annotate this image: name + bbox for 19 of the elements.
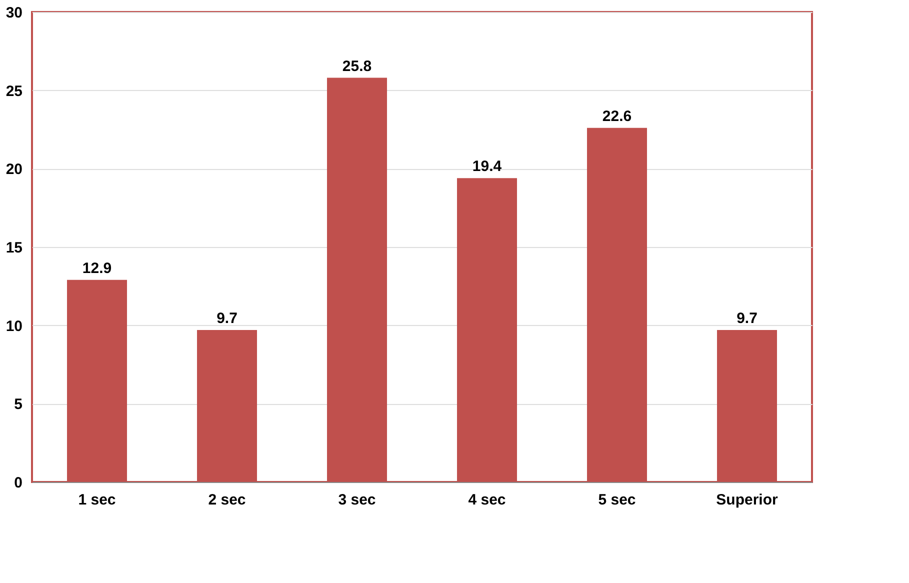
- y-tick-label: 0: [14, 474, 22, 492]
- data-label: 25.8: [342, 58, 372, 75]
- x-tick-label: 5 sec: [598, 492, 636, 508]
- data-label: 9.7: [736, 310, 758, 328]
- y-tick-label: 25: [6, 82, 22, 100]
- x-tick-label: 3 sec: [338, 492, 376, 508]
- y-tick-label: 15: [6, 240, 22, 256]
- data-label: 22.6: [602, 108, 632, 125]
- x-tick-label: 1 sec: [78, 492, 116, 508]
- y-tick-label: 5: [14, 396, 22, 414]
- y-tick-label: 10: [6, 318, 22, 335]
- y-tick-label: 30: [6, 4, 22, 22]
- x-tick-label: Superior: [716, 492, 778, 508]
- x-tick-label: 4 sec: [468, 492, 506, 508]
- x-tick-label: 2 sec: [208, 492, 246, 508]
- y-tick-label: 20: [6, 161, 22, 178]
- data-label: 9.7: [216, 310, 238, 328]
- data-label: 12.9: [82, 260, 112, 277]
- data-label: 19.4: [472, 158, 502, 176]
